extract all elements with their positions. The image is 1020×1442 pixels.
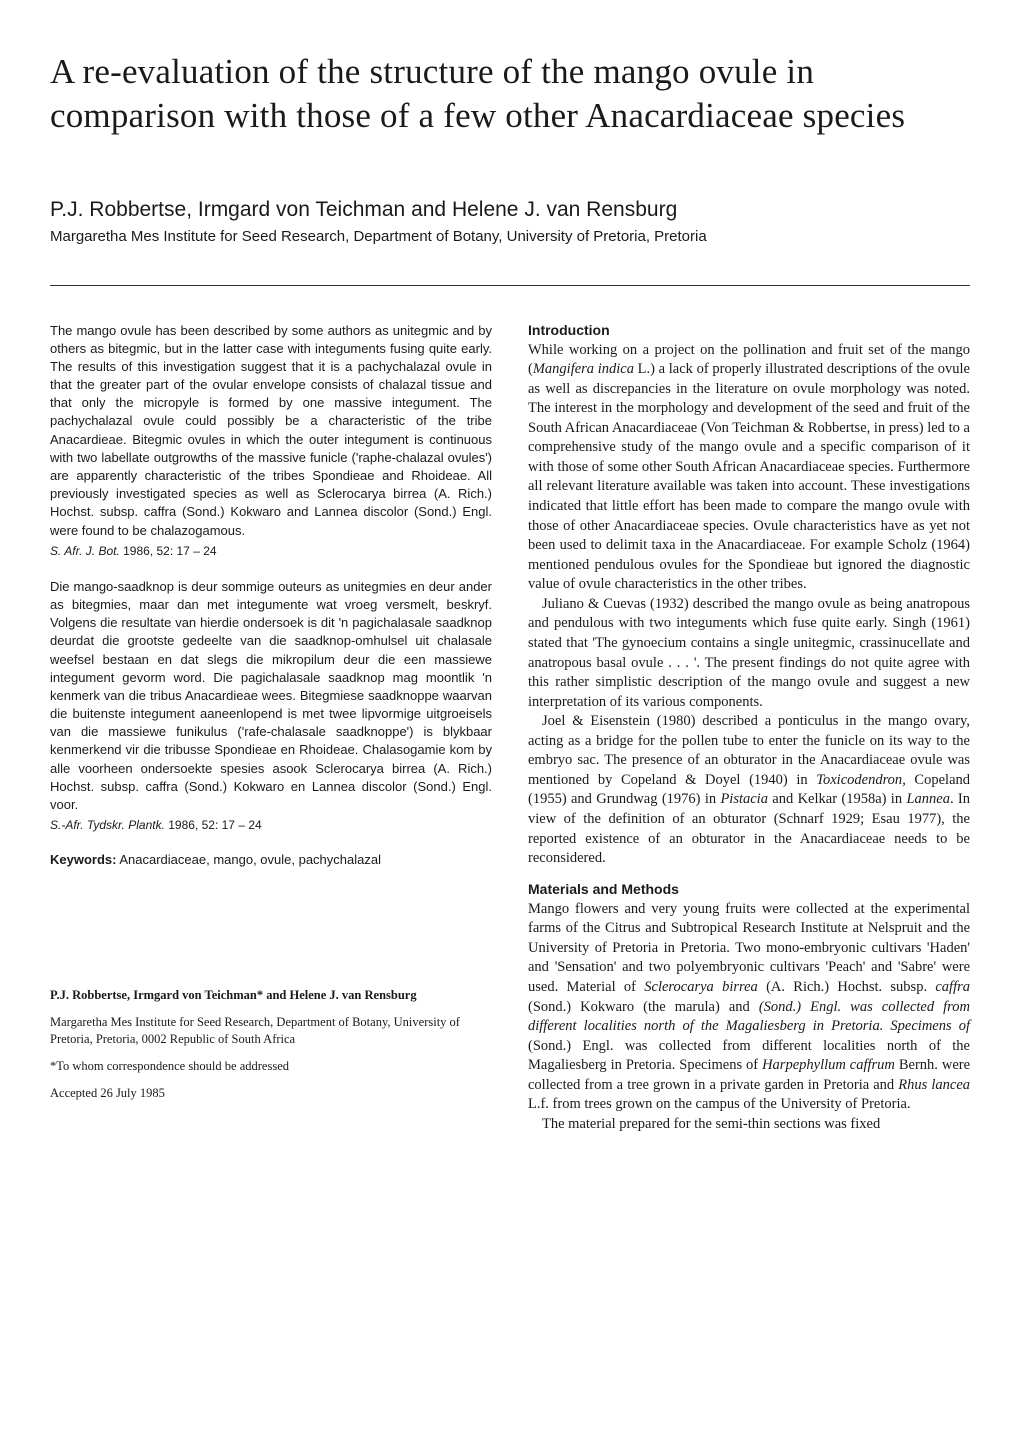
species-name: Lannea (906, 791, 950, 807)
footer-correspondence: *To whom correspondence should be addres… (50, 1058, 492, 1075)
keywords-label: Keywords: (50, 852, 116, 867)
citation-rest-en: 1986, 52: 17 – 24 (120, 544, 217, 558)
keywords-line: Keywords: Anacardiaceae, mango, ovule, p… (50, 852, 492, 867)
materials-paragraph-1: Mango flowers and very young fruits were… (528, 900, 970, 1115)
text-run: L.) a lack of properly illustrated descr… (528, 361, 970, 592)
materials-paragraph-2: The material prepared for the semi-thin … (528, 1115, 970, 1135)
author-line: P.J. Robbertse, Irmgard von Teichman and… (50, 198, 970, 222)
species-name: Sclerocarya birrea (644, 979, 758, 995)
keywords-text: Anacardiaceae, mango, ovule, pachychalaz… (116, 852, 381, 867)
two-column-layout: The mango ovule has been described by so… (50, 322, 970, 1135)
footer-block: P.J. Robbertse, Irmgard von Teichman* an… (50, 987, 492, 1101)
horizontal-rule (50, 285, 970, 286)
intro-paragraph-1: While working on a project on the pollin… (528, 341, 970, 595)
species-name: Toxicodendron (816, 772, 902, 788)
abstract-afrikaans: Die mango-saadknop is deur sommige outeu… (50, 578, 492, 814)
species-name: Mangifera indica (533, 361, 634, 377)
citation-english: S. Afr. J. Bot. 1986, 52: 17 – 24 (50, 544, 492, 558)
species-name: Rhus lancea (898, 1077, 970, 1093)
text-run: and Kelkar (1958a) in (768, 791, 906, 807)
species-name: caffra (935, 979, 970, 995)
abstract-english: The mango ovule has been described by so… (50, 322, 492, 540)
text-run: (Sond.) Kokwaro (the marula) and (528, 999, 759, 1015)
footer-affiliation: Margaretha Mes Institute for Seed Resear… (50, 1014, 492, 1048)
species-name: Pistacia (720, 791, 768, 807)
citation-afrikaans: S.-Afr. Tydskr. Plantk. 1986, 52: 17 – 2… (50, 818, 492, 832)
text-run: (A. Rich.) Hochst. subsp. (758, 979, 936, 995)
paper-title: A re-evaluation of the structure of the … (50, 50, 970, 138)
text-run: L.f. from trees grown on the campus of t… (528, 1096, 911, 1112)
intro-paragraph-3: Joel & Eisenstein (1980) described a pon… (528, 712, 970, 869)
affiliation-line: Margaretha Mes Institute for Seed Resear… (50, 228, 970, 245)
left-column: The mango ovule has been described by so… (50, 322, 492, 1135)
section-heading-materials: Materials and Methods (528, 881, 970, 897)
right-column: Introduction While working on a project … (528, 322, 970, 1135)
citation-rest-af: 1986, 52: 17 – 24 (165, 818, 262, 832)
section-heading-introduction: Introduction (528, 322, 970, 338)
journal-abbrev-en: S. Afr. J. Bot. (50, 544, 120, 558)
species-name: Harpephyllum caffrum (762, 1057, 895, 1073)
intro-paragraph-2: Juliano & Cuevas (1932) described the ma… (528, 595, 970, 712)
footer-author-names: P.J. Robbertse, Irmgard von Teichman* an… (50, 988, 417, 1002)
footer-accepted-date: Accepted 26 July 1985 (50, 1085, 492, 1102)
journal-abbrev-af: S.-Afr. Tydskr. Plantk. (50, 818, 165, 832)
